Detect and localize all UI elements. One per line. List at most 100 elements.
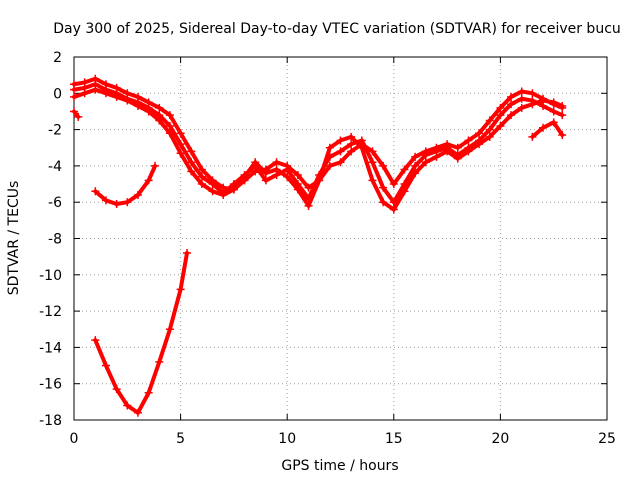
series-segment: [157, 118, 172, 136]
series-segment: [391, 167, 407, 187]
y-tick-label: -2: [48, 123, 62, 139]
data-point: [261, 176, 270, 185]
series-segment: [498, 113, 514, 128]
series-segment: [135, 178, 151, 197]
x-axis: 0 5 10 15 20 25: [70, 57, 616, 447]
series-segment: [381, 185, 396, 205]
data-point: [347, 132, 356, 141]
data-point: [464, 136, 473, 145]
series-segment: [413, 160, 428, 176]
data-point: [91, 336, 100, 345]
data-point: [251, 158, 260, 167]
data-point: [144, 388, 153, 397]
plot-region: [70, 74, 567, 417]
series-segment: [242, 169, 258, 183]
data-point: [517, 103, 526, 112]
series-segment: [445, 145, 460, 158]
data-point: [283, 172, 292, 181]
data-point: [368, 147, 377, 156]
series-segment: [285, 163, 300, 177]
y-tick-label: -8: [48, 232, 62, 248]
series-segment: [466, 131, 482, 143]
data-point: [144, 107, 153, 116]
data-point: [485, 125, 494, 134]
x-tick-label: 20: [491, 431, 509, 447]
data-point: [336, 158, 345, 167]
data-point: [91, 187, 100, 196]
data-point: [379, 161, 388, 170]
series-segment: [93, 338, 108, 368]
data-point: [325, 161, 334, 170]
series-segment: [370, 178, 386, 205]
data-point: [123, 96, 132, 105]
data-point: [155, 116, 164, 125]
series-segment: [477, 118, 492, 136]
x-axis-label: GPS time / hours: [281, 458, 398, 474]
series-segment: [189, 149, 204, 172]
y-tick-label: -4: [48, 159, 62, 175]
data-point: [155, 103, 164, 112]
data-point: [411, 161, 420, 170]
data-point: [304, 183, 313, 192]
series-segment: [157, 327, 172, 364]
data-point: [496, 111, 505, 120]
series-segment: [498, 102, 514, 118]
series-segment: [295, 182, 311, 201]
series-segment: [487, 105, 503, 123]
data-point: [432, 152, 441, 161]
data-point: [197, 180, 206, 189]
data-point: [368, 158, 377, 167]
series-segment: [114, 387, 130, 408]
data-point: [112, 385, 121, 394]
series-segment: [530, 125, 546, 139]
data-point: [400, 165, 409, 174]
series-segment: [285, 167, 300, 187]
series-segment: [199, 167, 215, 183]
data-point: [558, 131, 567, 140]
series-segment: [370, 160, 386, 190]
data-point: [112, 92, 121, 101]
series-segment: [455, 149, 471, 161]
data-point: [389, 205, 398, 214]
series-segment: [306, 178, 322, 208]
data-point: [379, 183, 388, 192]
series-segment: [274, 167, 290, 179]
series-segment: [317, 145, 332, 183]
series-trace-e: [91, 249, 191, 417]
series-segment: [413, 153, 428, 168]
data-point: [70, 107, 78, 116]
series-segment: [146, 109, 162, 123]
series-segment: [338, 142, 354, 154]
x-tick-label: 10: [278, 431, 296, 447]
data-point: [411, 169, 420, 178]
data-point: [485, 132, 494, 141]
data-point: [240, 172, 249, 181]
series-segment: [509, 105, 524, 118]
data-point: [208, 187, 217, 196]
series-segment: [487, 113, 503, 132]
y-tick-label: -18: [39, 413, 62, 429]
series-segment: [103, 363, 119, 392]
series-segment: [199, 174, 215, 187]
data-point: [411, 152, 420, 161]
series-segment: [221, 182, 236, 196]
series-segment: [391, 182, 407, 205]
series-segment: [370, 149, 386, 168]
series-segment: [381, 200, 396, 212]
series-segment: [210, 178, 226, 190]
data-point: [453, 143, 462, 152]
data-point: [357, 136, 366, 145]
data-point: [336, 136, 345, 145]
data-point: [379, 198, 388, 207]
data-point: [176, 129, 185, 138]
data-point: [101, 196, 110, 205]
data-point: [197, 165, 206, 174]
data-point: [272, 165, 281, 174]
data-point: [453, 154, 462, 163]
data-point: [283, 165, 292, 174]
series-segment: [359, 145, 375, 183]
data-point: [165, 111, 174, 120]
y-tick-label: -6: [48, 195, 62, 211]
data-point: [304, 201, 313, 210]
data-point: [74, 112, 83, 121]
